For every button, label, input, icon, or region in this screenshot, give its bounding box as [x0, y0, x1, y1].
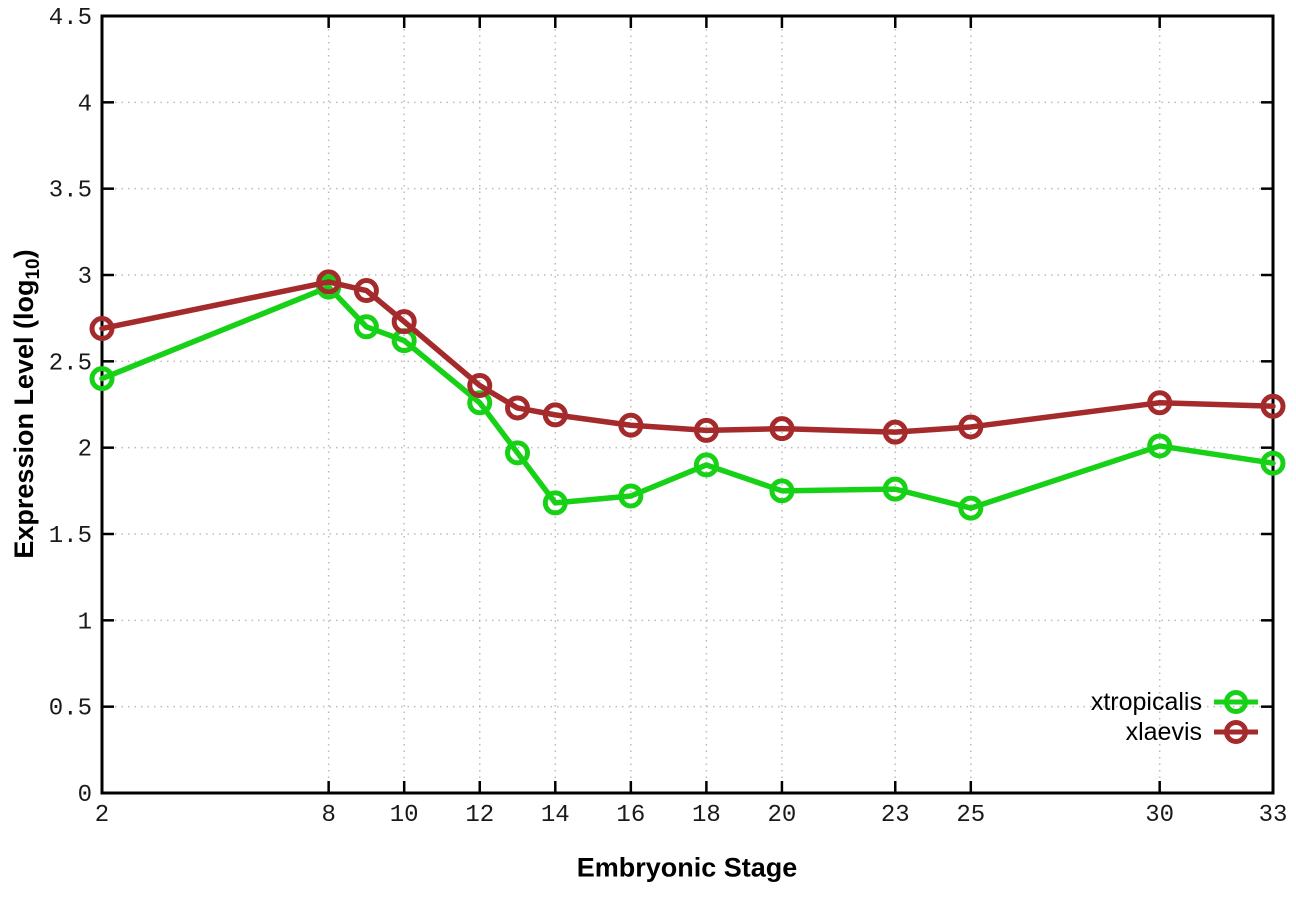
x-axis-title: Embryonic Stage: [576, 852, 798, 883]
y-tick-label: 1.5: [49, 523, 92, 550]
y-tick-label: 3: [78, 264, 92, 291]
y-axis-title-main: Expression Level (log: [9, 279, 39, 559]
x-tick-label: 30: [1145, 802, 1174, 829]
x-tick-label: 8: [321, 802, 335, 829]
legend-label-xlaevis: xlaevis: [1125, 717, 1202, 746]
data-point-marker: [316, 269, 342, 295]
data-point-marker: [89, 316, 115, 342]
x-tick-label: 16: [616, 802, 645, 829]
y-tick-label: 0: [78, 782, 92, 809]
x-tick-label: 14: [541, 802, 570, 829]
legend: xtropicalis xlaevis: [1091, 687, 1260, 747]
data-point-marker: [882, 419, 908, 445]
data-point-marker: [1260, 450, 1286, 476]
x-tick-label: 33: [1259, 802, 1288, 829]
x-tick-label: 2: [95, 802, 109, 829]
data-point-marker: [467, 390, 493, 416]
y-axis-title-close: ): [9, 249, 39, 259]
data-point-marker: [882, 476, 908, 502]
legend-marker-icon: [1214, 690, 1258, 714]
legend-label-xtropicalis: xtropicalis: [1090, 687, 1202, 716]
data-point-marker: [542, 402, 568, 428]
ticks-layer: [100, 14, 1275, 795]
x-tick-label: 20: [768, 802, 797, 829]
data-point-marker: [1260, 393, 1286, 419]
data-point-marker: [958, 495, 984, 521]
data-point-marker: [618, 483, 644, 509]
tick-labels-layer: 0 0.5 1 1.5 2 2.5 3 3.5 4 4.5 2 8 10 12 14 16 18 20 23 25 30…: [49, 5, 1288, 829]
y-axis-title: Expression Level (log10): [9, 249, 45, 558]
y-axis-title-subscript: 10: [23, 258, 44, 280]
x-tick-label: 25: [956, 802, 985, 829]
x-tick-label: 23: [881, 802, 910, 829]
series-xtropicalis: [89, 274, 1286, 521]
series-line: [99, 284, 1276, 511]
data-point-marker: [542, 490, 568, 516]
data-point-marker: [505, 440, 531, 466]
series-line: [99, 279, 1276, 435]
data-point-marker: [958, 414, 984, 440]
plot-border: [100, 14, 1275, 795]
data-point-marker: [1147, 433, 1173, 459]
data-point-marker: [505, 395, 531, 421]
y-tick-label: 3.5: [49, 178, 92, 205]
y-tick-label: 2.5: [49, 350, 92, 377]
data-point-marker: [1147, 390, 1173, 416]
y-tick-label: 2: [78, 437, 92, 464]
data-point-marker: [89, 366, 115, 392]
legend-item-xtropicalis: xtropicalis: [1091, 687, 1260, 717]
data-point-marker: [769, 478, 795, 504]
y-tick-label: 4: [78, 91, 92, 118]
grid-layer: [102, 16, 1273, 793]
x-tick-label: 12: [465, 802, 494, 829]
legend-item-xlaevis: xlaevis: [1091, 717, 1260, 747]
data-point-marker: [391, 309, 417, 335]
x-tick-label: 18: [692, 802, 721, 829]
data-point-marker: [353, 314, 379, 340]
series-layer: [89, 269, 1286, 521]
legend-marker-icon: [1214, 720, 1258, 744]
data-point-marker: [693, 417, 719, 443]
x-tick-label: 10: [390, 802, 419, 829]
y-tick-label: 1: [78, 609, 92, 636]
data-point-marker: [693, 452, 719, 478]
series-xlaevis: [89, 269, 1286, 445]
axes-layer: [100, 14, 1275, 795]
y-tick-label: 4.5: [49, 5, 92, 32]
data-point-marker: [467, 373, 493, 399]
data-point-marker: [353, 278, 379, 304]
y-tick-label: 0.5: [49, 696, 92, 723]
data-point-marker: [769, 416, 795, 442]
data-point-marker: [618, 412, 644, 438]
